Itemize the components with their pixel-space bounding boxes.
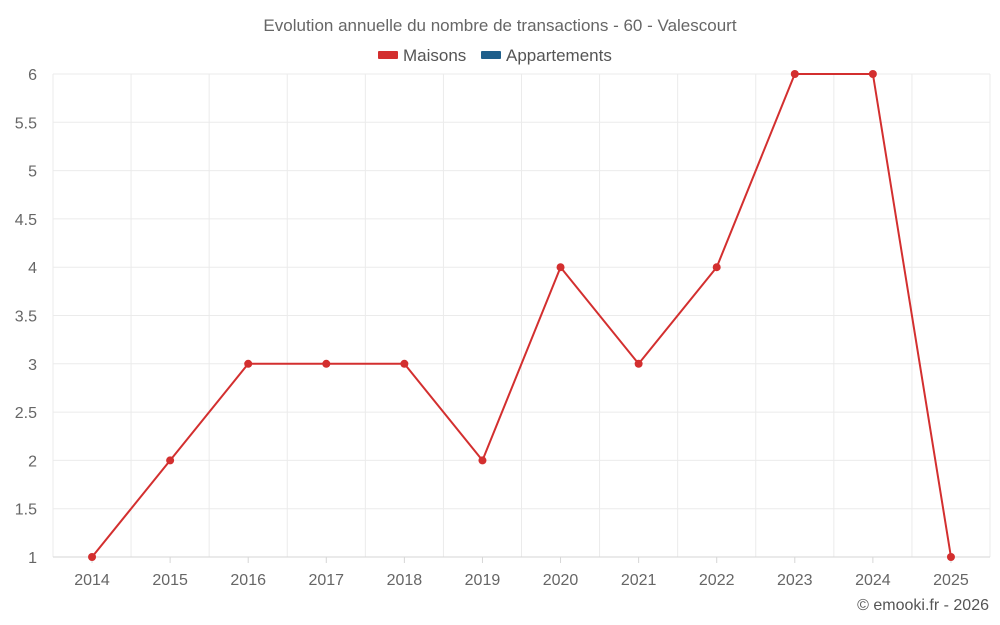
x-tick-label: 2019 [465, 572, 501, 589]
x-tick-label: 2021 [621, 572, 657, 589]
y-tick-label: 2.5 [15, 405, 37, 422]
y-tick-label: 1.5 [15, 502, 37, 519]
data-point[interactable] [946, 553, 955, 561]
legend: Maisons Appartements [378, 46, 612, 65]
series-maisons [88, 70, 955, 561]
data-point[interactable] [556, 263, 565, 272]
data-point[interactable] [712, 263, 721, 272]
y-tick-label: 5 [28, 164, 37, 181]
x-tick-label: 2022 [699, 572, 735, 589]
x-tick-label: 2025 [933, 572, 969, 589]
x-tick-label: 2020 [543, 572, 579, 589]
grid [52, 73, 991, 557]
series-line [91, 73, 952, 558]
data-point[interactable] [400, 359, 409, 368]
x-axis-ticks: 2014 2015 2016 2017 2018 2019 2020 2021 2022 2023… [74, 557, 969, 589]
x-tick-label: 2018 [387, 572, 423, 589]
y-tick-label: 5.5 [15, 115, 37, 132]
y-tick-label: 2 [28, 453, 37, 470]
data-point[interactable] [634, 359, 643, 368]
x-tick-label: 2017 [308, 572, 344, 589]
legend-swatch-maisons [378, 51, 398, 59]
legend-swatch-appartements [481, 51, 501, 59]
data-point[interactable] [88, 553, 97, 561]
legend-label-appartements[interactable]: Appartements [506, 46, 612, 65]
y-tick-label: 1 [28, 550, 37, 567]
data-point[interactable] [868, 70, 877, 78]
x-tick-label: 2016 [230, 572, 266, 589]
y-axis-ticks: 1 1.5 2 2.5 3 3.5 4 4.5 5 5.5 6 [15, 67, 37, 567]
data-point[interactable] [790, 70, 799, 78]
data-point[interactable] [244, 359, 253, 368]
y-tick-label: 3.5 [15, 309, 37, 326]
x-tick-label: 2014 [74, 572, 110, 589]
data-point[interactable] [322, 359, 331, 368]
y-tick-label: 6 [28, 67, 37, 84]
y-tick-label: 4 [28, 260, 37, 277]
data-point[interactable] [478, 456, 487, 465]
x-tick-label: 2015 [152, 572, 188, 589]
y-tick-label: 4.5 [15, 212, 37, 229]
credit-text: © emooki.fr - 2026 [857, 597, 989, 614]
legend-label-maisons[interactable]: Maisons [403, 46, 466, 65]
x-tick-label: 2023 [777, 572, 813, 589]
chart-title: Evolution annuelle du nombre de transact… [263, 16, 736, 35]
x-tick-label: 2024 [855, 572, 891, 589]
y-tick-label: 3 [28, 357, 37, 374]
series [88, 70, 955, 561]
data-point[interactable] [166, 456, 175, 465]
